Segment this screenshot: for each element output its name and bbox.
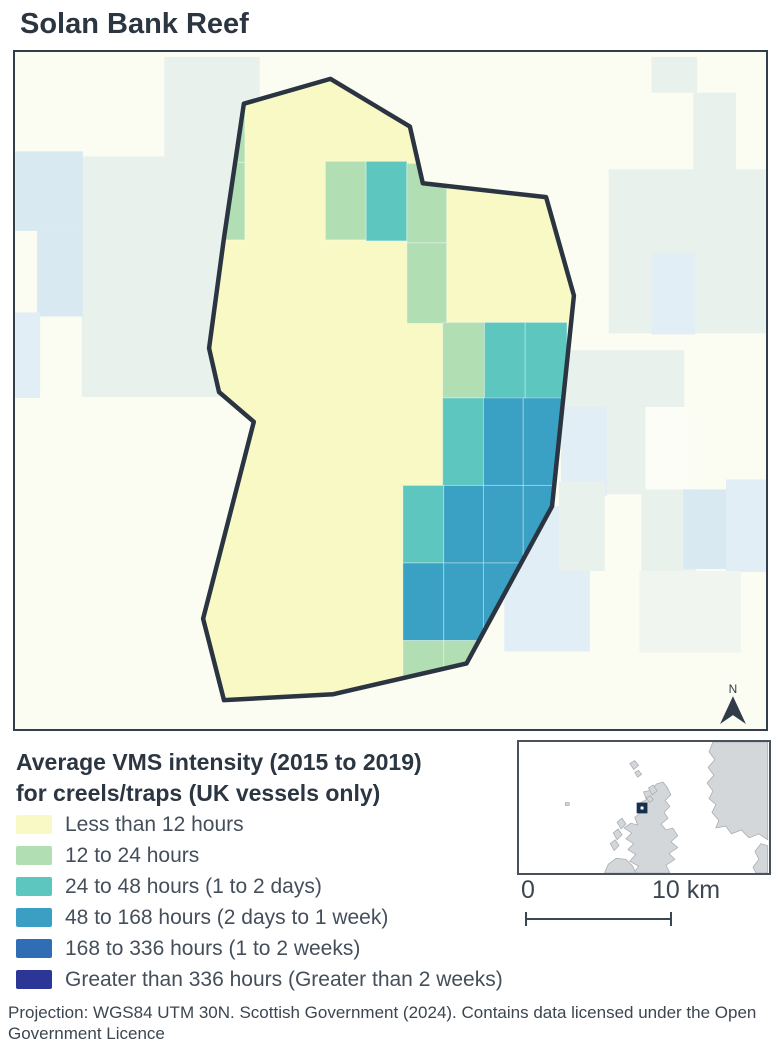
legend-item: 12 to 24 hours xyxy=(16,840,503,871)
inset-location-marker-center xyxy=(640,806,644,810)
main-map-canvas: N xyxy=(15,52,766,729)
vms-background-cell xyxy=(651,56,698,93)
vms-intensity-cell xyxy=(402,484,445,564)
vms-intensity-cell xyxy=(442,321,485,399)
vms-background-cell xyxy=(683,489,727,569)
legend-swatch xyxy=(16,970,52,989)
legend-items: Less than 12 hours 12 to 24 hours 24 to 48… xyxy=(16,809,503,995)
vms-intensity-cell xyxy=(482,397,524,486)
north-label: N xyxy=(729,682,738,696)
legend-item: 168 to 336 hours (1 to 2 weeks) xyxy=(16,933,503,964)
main-map: N xyxy=(13,50,768,731)
legend-title-line2: for creels/traps (UK vessels only) xyxy=(16,780,381,806)
vms-background-cell xyxy=(559,481,605,571)
vms-intensity-cell xyxy=(524,321,568,401)
legend-item-label: Greater than 336 hours (Greater than 2 w… xyxy=(65,967,503,991)
scalebar-line xyxy=(525,918,672,920)
vms-intensity-cell xyxy=(324,160,367,241)
vms-background-cell xyxy=(639,570,741,653)
vms-intensity-cell xyxy=(443,484,484,564)
legend-title: Average VMS intensity (2015 to 2019) for… xyxy=(16,747,422,809)
vms-background-cell xyxy=(645,406,690,499)
vms-intensity-cell xyxy=(402,562,445,642)
legend-swatch xyxy=(16,939,52,958)
vms-intensity-cell xyxy=(482,484,524,564)
vms-background-cell xyxy=(726,479,766,572)
locator-inset-canvas xyxy=(520,741,769,874)
vms-intensity-cell xyxy=(365,160,408,242)
reef-boundary xyxy=(200,76,577,703)
vms-background-cell xyxy=(15,151,83,231)
legend-item-label: Less than 12 hours xyxy=(65,812,244,836)
vms-intensity-cell xyxy=(483,321,526,400)
vms-background-cell xyxy=(15,312,41,398)
locator-inset-map xyxy=(517,740,771,875)
legend-swatch xyxy=(16,846,52,865)
north-arrow-icon xyxy=(720,696,746,725)
scalebar xyxy=(525,912,672,926)
inset-landmass xyxy=(616,817,627,830)
inset-landmass xyxy=(612,828,623,841)
legend-swatch xyxy=(16,815,52,834)
page-title: Solan Bank Reef xyxy=(20,8,249,40)
attribution-text: Projection: WGS84 UTM 30N. Scottish Gove… xyxy=(8,1003,757,1043)
inset-landmass xyxy=(645,795,654,804)
inset-landmass xyxy=(706,741,769,841)
legend-item: Less than 12 hours xyxy=(16,809,503,840)
vms-intensity-cell xyxy=(442,397,484,486)
scalebar-start-label: 0 xyxy=(521,876,535,904)
legend-item-label: 24 to 48 hours (1 to 2 days) xyxy=(65,874,322,898)
legend-item-label: 48 to 168 hours (2 days to 1 week) xyxy=(65,905,389,929)
legend-item-label: 168 to 336 hours (1 to 2 weeks) xyxy=(65,936,361,960)
inset-landmass xyxy=(564,802,570,806)
scalebar-end-label: 10 km xyxy=(652,876,721,904)
legend-item: Greater than 336 hours (Greater than 2 w… xyxy=(16,964,503,995)
legend-swatch xyxy=(16,908,52,927)
vms-intensity-cell xyxy=(406,242,448,324)
vms-background-cell xyxy=(37,230,83,317)
inset-landmass xyxy=(634,769,643,778)
inset-landmass xyxy=(647,784,658,796)
legend-title-line1: Average VMS intensity (2015 to 2019) xyxy=(16,749,422,775)
legend-item: 48 to 168 hours (2 days to 1 week) xyxy=(16,902,503,933)
scalebar-right-tick xyxy=(670,912,672,926)
vms-intensity-cell xyxy=(443,562,484,642)
inset-landmass xyxy=(609,839,620,852)
legend-item: 24 to 48 hours (1 to 2 days) xyxy=(16,871,503,902)
vms-background-cell xyxy=(651,252,696,335)
inset-landmass xyxy=(629,760,640,770)
legend-swatch xyxy=(16,877,52,896)
vms-background-cell xyxy=(693,92,736,175)
legend-item-label: 12 to 24 hours xyxy=(65,843,200,867)
